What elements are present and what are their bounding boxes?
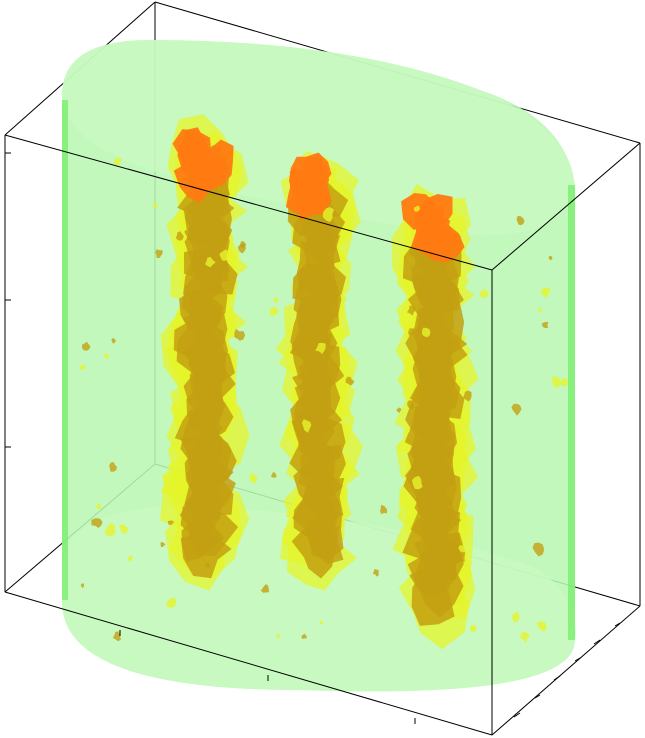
speckles [79,157,568,643]
right-plume [391,184,479,650]
plumes-group [79,114,568,650]
cylinder-left-edge [62,100,68,600]
cylinder-top-cap [62,40,575,236]
center-plume [275,151,363,591]
axis-ticks [5,152,621,724]
cylinder-right-edge [568,185,575,640]
left-plume [160,114,250,591]
bounding-box-front [4,134,641,736]
